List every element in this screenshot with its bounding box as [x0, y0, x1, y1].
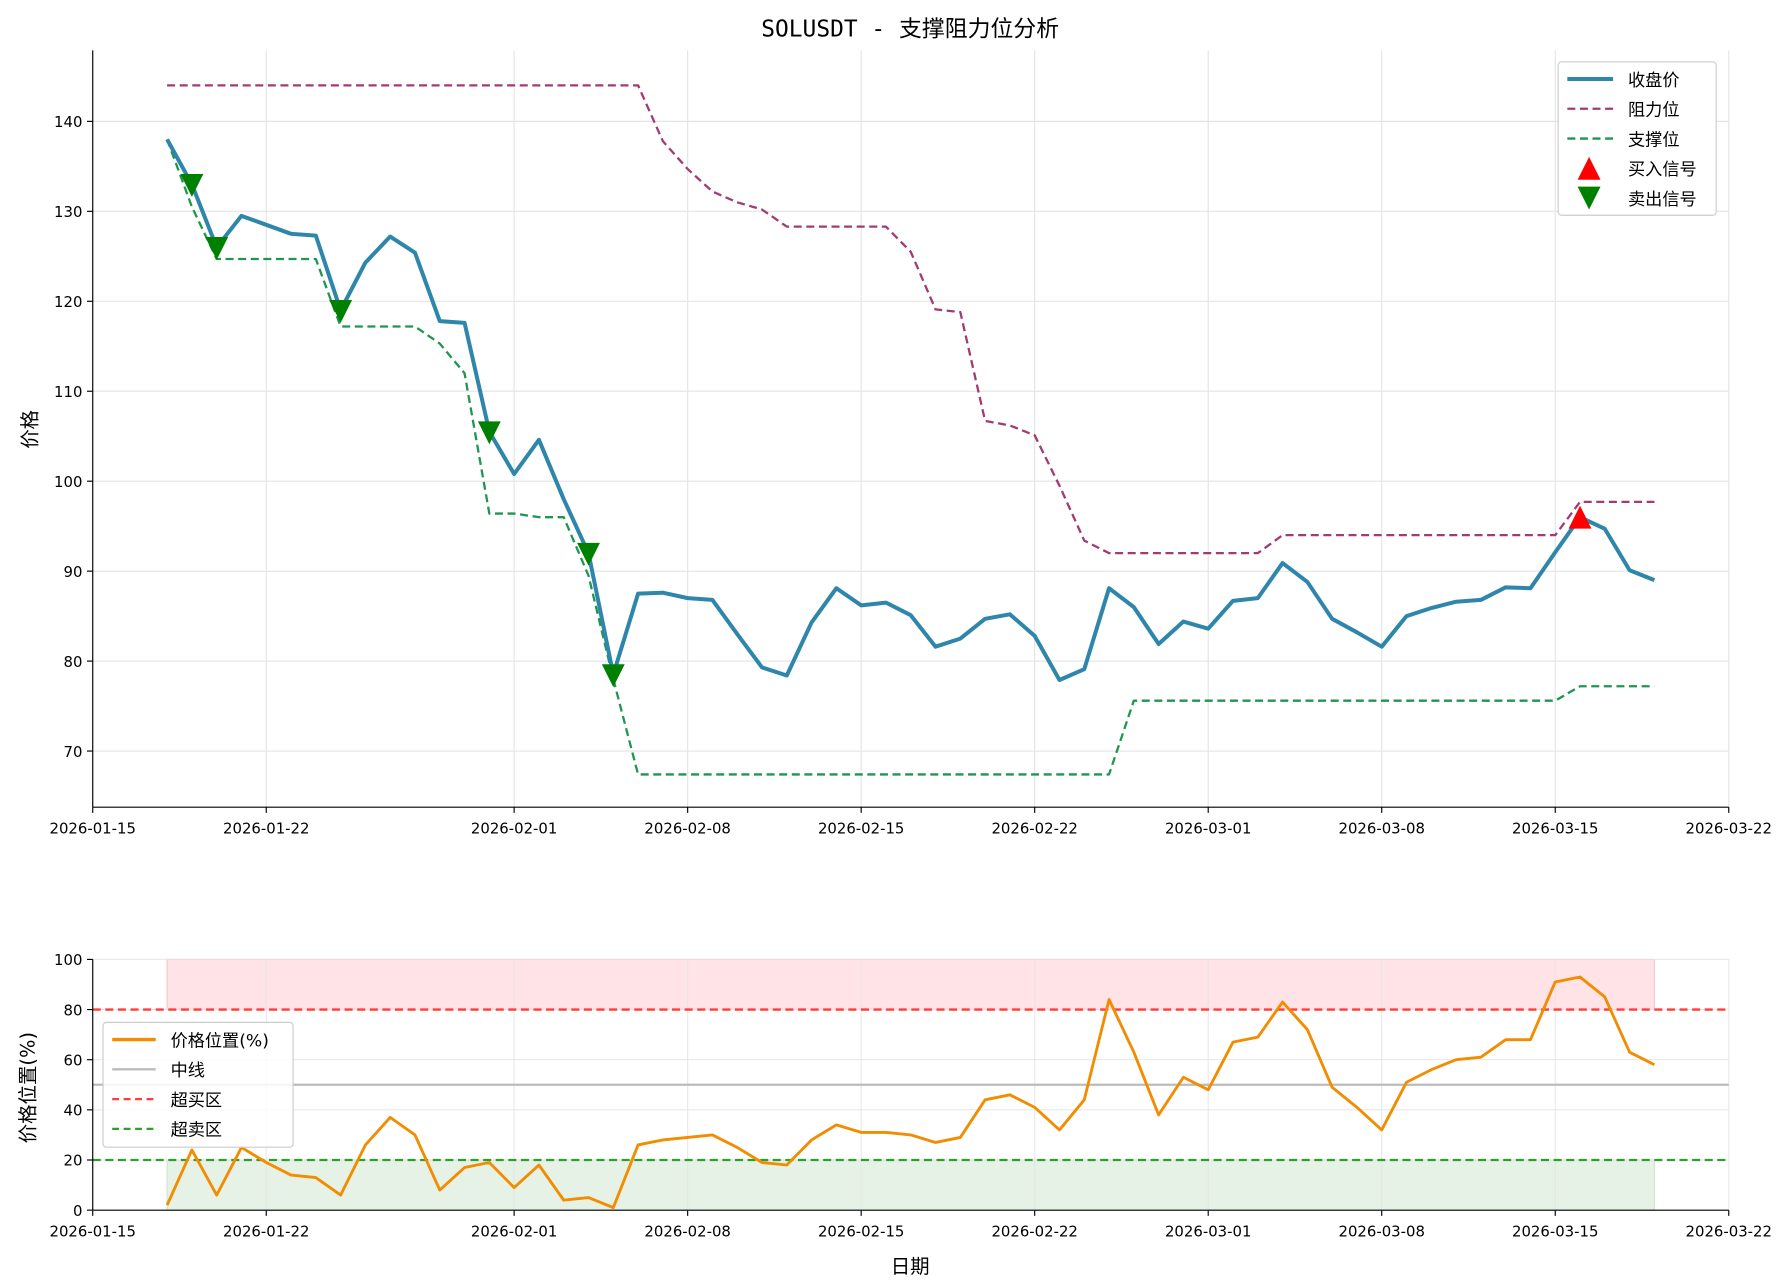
y-tick-label: 110 — [54, 383, 82, 401]
close-price-line — [165, 138, 1656, 682]
y-tick-label: 120 — [54, 293, 82, 311]
legend-label: 超买区 — [171, 1091, 222, 1111]
legend-label: 超卖区 — [171, 1121, 222, 1141]
legend-frame — [102, 1021, 294, 1148]
y-tick-label: 0 — [73, 1202, 82, 1220]
y-tick-label: 70 — [63, 743, 82, 761]
x-tick-label: 2026-02-08 — [644, 1222, 730, 1240]
x-tick-label: 2026-01-22 — [223, 1222, 309, 1240]
x-tick-label: 2026-02-22 — [991, 1222, 1077, 1240]
legend-marker-swatch — [1577, 156, 1601, 180]
sell-signal-marker — [477, 421, 501, 445]
y-tick-label: 140 — [54, 113, 82, 131]
bottom-y-axis-label: 价格位置(%) — [16, 1032, 39, 1143]
x-tick-label: 2026-02-22 — [991, 819, 1077, 837]
price-position-line — [165, 975, 1656, 1210]
sell-signal-marker — [329, 299, 353, 323]
y-tick-label: 40 — [63, 1102, 82, 1120]
legend-label: 买入信号 — [1628, 160, 1697, 180]
x-tick-label: 2026-02-15 — [818, 819, 904, 837]
sell-signal-marker — [205, 237, 229, 260]
y-tick-label: 80 — [63, 653, 82, 671]
overbought-zone — [166, 958, 1655, 1011]
x-tick-label: 2026-03-01 — [1165, 819, 1251, 837]
legend-label: 中线 — [171, 1061, 205, 1081]
y-tick-label: 100 — [54, 951, 82, 969]
support-line — [166, 138, 1655, 776]
resistance-line — [167, 84, 1655, 555]
price-panel: 2026-01-15 2026-01-22 2026-02-01 2026-02-08… — [50, 50, 1772, 837]
x-tick-label: 2026-03-15 — [1512, 819, 1598, 837]
x-tick-label: 2026-02-15 — [818, 1222, 904, 1240]
legend-label: 收盘价 — [1628, 71, 1679, 91]
y-tick-label: 90 — [63, 563, 82, 581]
y-tick-label: 100 — [54, 473, 82, 491]
y-tick-label: 130 — [54, 203, 82, 221]
x-tick-label: 2026-01-15 — [50, 1222, 136, 1240]
position-panel: 2026-01-15 2026-01-22 2026-02-01 2026-02-08… — [50, 951, 1772, 1240]
y-tick-label: 60 — [63, 1051, 82, 1069]
x-tick-label: 2026-03-08 — [1338, 1222, 1424, 1240]
x-tick-label: 2026-03-15 — [1512, 1222, 1598, 1240]
y-tick-label: 20 — [63, 1152, 82, 1170]
x-axis-label: 日期 — [891, 1255, 930, 1278]
x-tick-label: 2026-03-22 — [1686, 819, 1772, 837]
x-tick-label: 2026-02-08 — [644, 819, 730, 837]
x-tick-label: 2026-02-01 — [471, 819, 557, 837]
legend-marker-swatch — [1577, 186, 1601, 210]
buy-signal-marker — [1568, 505, 1592, 529]
x-tick-label: 2026-03-22 — [1686, 1222, 1772, 1240]
top-y-axis-label: 价格 — [19, 410, 42, 449]
x-tick-label: 2026-03-01 — [1165, 1222, 1251, 1240]
chart-title: SOLUSDT - 支撑阻力位分析 — [761, 17, 1059, 43]
legend-label: 阻力位 — [1628, 101, 1679, 121]
x-tick-label: 2026-01-15 — [50, 819, 136, 837]
sell-signal-marker — [577, 542, 600, 566]
x-tick-label: 2026-02-01 — [471, 1222, 557, 1240]
sell-signal-marker — [180, 174, 204, 197]
legend-label: 价格位置(%) — [171, 1031, 269, 1051]
legend-label: 支撑位 — [1628, 130, 1679, 150]
y-tick-label: 80 — [63, 1001, 82, 1019]
x-tick-label: 2026-01-22 — [223, 819, 309, 837]
x-tick-label: 2026-03-08 — [1338, 819, 1424, 837]
sell-signal-marker — [601, 664, 625, 688]
legend-label: 卖出信号 — [1628, 190, 1697, 210]
oversold-zone — [166, 1159, 1655, 1211]
